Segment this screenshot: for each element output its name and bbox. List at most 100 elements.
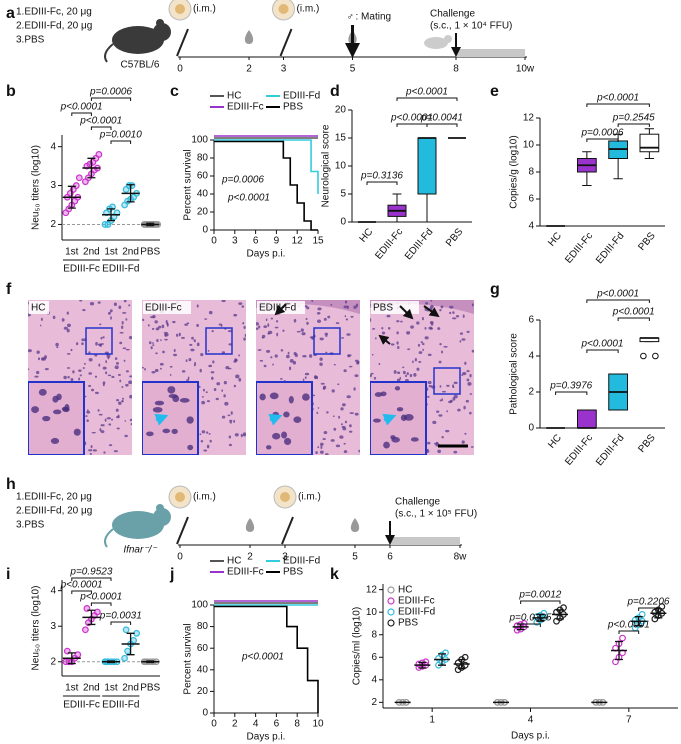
inset-cell <box>410 437 419 442</box>
cell <box>221 300 226 303</box>
cell <box>270 317 274 320</box>
cell <box>106 354 111 358</box>
y-tick-label: 0 <box>340 217 346 228</box>
timeline-tick-label: 0 <box>177 64 183 75</box>
cell <box>386 314 391 318</box>
cell <box>184 323 188 326</box>
cell <box>52 315 56 320</box>
inset-cell <box>281 431 288 439</box>
cell <box>263 325 268 329</box>
cell <box>162 350 165 354</box>
cell <box>393 370 397 374</box>
cell <box>150 316 155 319</box>
cell <box>152 344 155 347</box>
p-value: p<0.0001 <box>405 87 448 98</box>
cell <box>66 323 71 328</box>
strain-label: C57BL/6 <box>121 60 160 71</box>
y-axis-label: Copies/ml (log10) <box>352 607 363 685</box>
group-label: EDIII-Fd <box>102 700 139 711</box>
inset-cell <box>187 444 194 451</box>
cell <box>242 322 245 325</box>
x-tick-label: 4 <box>253 719 259 730</box>
cell <box>417 343 421 347</box>
cell <box>34 375 39 378</box>
significance-bracket <box>586 299 650 303</box>
cell <box>397 345 400 350</box>
inset-cell <box>73 428 81 436</box>
inset-cell <box>167 386 176 394</box>
data-point <box>513 622 521 630</box>
cell <box>327 315 331 319</box>
cell <box>467 382 472 386</box>
cell <box>464 361 467 366</box>
cell <box>228 443 232 447</box>
cell <box>275 320 279 323</box>
legend-label: EDIII-Fc <box>227 102 264 113</box>
cell <box>438 360 442 364</box>
significance-bracket <box>71 590 92 594</box>
inset-cell <box>50 437 60 445</box>
cell <box>224 401 229 406</box>
cell <box>461 338 466 341</box>
lesion-arrow <box>378 334 391 345</box>
group-label: 3.PBS <box>16 35 45 46</box>
cell <box>390 343 395 346</box>
cell <box>128 380 132 385</box>
group-label: 2.EDIII-Fd, 20 μg <box>16 21 92 32</box>
cell <box>402 370 406 375</box>
cell <box>125 318 128 321</box>
cell <box>374 337 377 340</box>
significance-bracket <box>110 621 132 625</box>
cell <box>463 405 466 410</box>
cell <box>453 381 458 385</box>
cell <box>330 439 335 442</box>
image-label-bg <box>29 301 49 314</box>
cell <box>79 374 82 377</box>
cell <box>430 304 434 309</box>
cell <box>438 414 443 417</box>
image-label: PBS <box>373 303 393 314</box>
cell <box>201 400 206 405</box>
cell <box>37 357 41 361</box>
panel-letter: b <box>6 83 16 100</box>
cell <box>203 449 208 452</box>
legend-marker <box>387 608 395 616</box>
cell <box>70 377 74 382</box>
cell <box>257 349 262 351</box>
x-tick-label: EDIII-Fc <box>563 231 595 266</box>
cell <box>234 358 238 362</box>
mouse-icon <box>112 26 164 54</box>
cell <box>42 357 47 361</box>
x-tick-label: 2 <box>232 719 238 730</box>
cell <box>210 371 215 374</box>
cell <box>418 361 422 363</box>
cell <box>100 424 105 427</box>
cell <box>341 403 346 407</box>
cell <box>471 349 474 353</box>
cell <box>344 420 348 424</box>
cell <box>449 305 454 309</box>
cell <box>125 383 129 387</box>
cell <box>282 329 285 332</box>
inset <box>28 381 85 455</box>
mouse-icon <box>156 504 164 512</box>
error-bar <box>457 658 466 670</box>
p-value: p=0.0006 <box>581 128 624 139</box>
cell <box>129 418 132 422</box>
cell <box>109 309 113 313</box>
cell <box>234 433 239 437</box>
cell <box>381 331 386 335</box>
inset-cell <box>186 416 194 424</box>
cell <box>121 386 124 389</box>
cell <box>354 359 359 363</box>
cell <box>63 375 67 380</box>
data-point <box>130 637 138 644</box>
cell <box>314 375 317 380</box>
inset-cell <box>403 413 414 421</box>
mouse-tail <box>104 43 114 63</box>
x-tick-label: 8 <box>294 719 300 730</box>
cell <box>418 351 423 354</box>
y-tick-label: 2 <box>371 697 377 708</box>
cell <box>221 415 226 419</box>
x-tick-label: PBS <box>140 683 160 694</box>
